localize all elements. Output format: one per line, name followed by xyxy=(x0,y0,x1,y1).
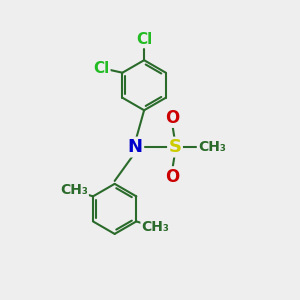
Text: CH₃: CH₃ xyxy=(142,220,170,234)
Text: O: O xyxy=(165,109,179,127)
Text: O: O xyxy=(165,167,179,185)
Text: CH₃: CH₃ xyxy=(198,140,226,154)
Text: Cl: Cl xyxy=(93,61,110,76)
Text: S: S xyxy=(169,138,182,156)
Text: Cl: Cl xyxy=(136,32,152,47)
Text: N: N xyxy=(128,138,143,156)
Text: CH₃: CH₃ xyxy=(60,184,88,197)
